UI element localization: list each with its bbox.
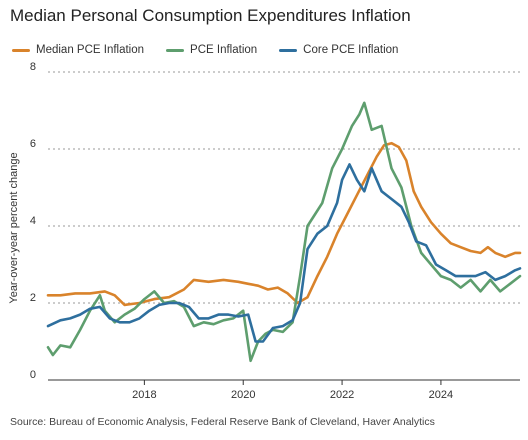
legend-swatch-median-pce: [12, 48, 30, 52]
series-line-median-pce-inflation: [46, 141, 522, 307]
legend-label-pce: PCE Inflation: [190, 44, 258, 56]
y-axis-label: Year-over-year percent change: [8, 152, 20, 303]
gridlines: [48, 71, 520, 304]
legend: Median PCE Inflation PCE Inflation Core …: [12, 44, 398, 56]
y-tick-label: 8: [30, 61, 36, 73]
legend-label-median-pce: Median PCE Inflation: [36, 44, 145, 56]
x-tick-label: 2020: [231, 389, 255, 401]
legend-swatch-core-pce: [279, 48, 298, 52]
x-tick-label: 2024: [429, 389, 453, 401]
x-tick-label: 2022: [330, 389, 354, 401]
series-line-pce-inflation: [46, 101, 522, 363]
x-tick-label: 2018: [132, 389, 156, 401]
y-tick-label: 6: [30, 138, 36, 150]
y-tick-label: 4: [30, 215, 36, 227]
source-note: Source: Bureau of Economic Analysis, Fed…: [10, 416, 435, 428]
y-tick-label: 0: [30, 369, 36, 381]
series-line-core-pce-inflation: [46, 163, 522, 343]
y-tick-label: 2: [30, 292, 36, 304]
x-axis-labels: 2018 2020 2022 2024: [132, 380, 453, 401]
legend-item-median-pce: Median PCE Inflation: [12, 44, 144, 56]
legend-label-core-pce: Core PCE Inflation: [303, 44, 399, 56]
chart-title: Median Personal Consumption Expenditures…: [10, 6, 411, 25]
legend-swatch-pce: [166, 48, 185, 52]
legend-item-pce: PCE Inflation: [166, 44, 257, 56]
y-axis: 0 2 4 6 8: [30, 61, 36, 381]
legend-item-core-pce: Core PCE Inflation: [279, 44, 398, 56]
series-lines: [46, 101, 522, 363]
